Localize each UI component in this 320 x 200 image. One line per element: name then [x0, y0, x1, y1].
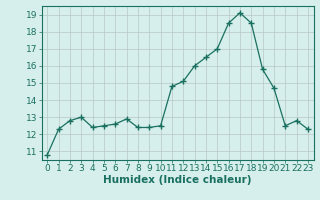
- X-axis label: Humidex (Indice chaleur): Humidex (Indice chaleur): [103, 175, 252, 185]
